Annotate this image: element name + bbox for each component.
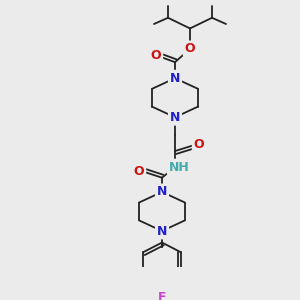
Text: O: O [194,138,204,151]
Text: N: N [170,111,180,124]
Text: N: N [170,72,180,85]
Text: N: N [157,224,167,238]
Text: O: O [134,165,144,178]
Text: O: O [151,50,161,62]
Text: N: N [157,185,167,198]
Text: NH: NH [169,160,189,173]
Text: O: O [185,42,195,56]
Text: F: F [158,291,166,300]
